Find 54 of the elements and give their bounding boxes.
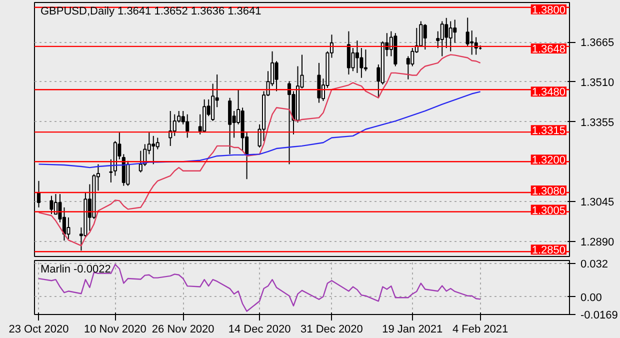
chart-title: GBPUSD,Daily 1.3641 1.3652 1.3636 1.3641 xyxy=(40,6,262,18)
ref-line-label: 1.3080 xyxy=(532,185,566,198)
candlestick xyxy=(50,195,54,215)
candlestick xyxy=(109,158,113,183)
ref-line-label: 1.3315 xyxy=(532,125,566,138)
x-tick-label: 4 Feb 2021 xyxy=(452,324,508,336)
line-series xyxy=(38,54,481,246)
y-tick-label: 1.3045 xyxy=(580,196,614,208)
candlestick xyxy=(410,48,414,67)
y-tick-label: 1.3510 xyxy=(580,76,614,89)
candlestick xyxy=(317,62,321,104)
candlestick xyxy=(186,114,190,138)
candlestick xyxy=(444,17,448,49)
x-tick-label: 10 Nov 2020 xyxy=(84,324,146,336)
candlestick xyxy=(211,83,215,122)
y-tick-label: -0.0169 xyxy=(580,310,618,322)
candlestick xyxy=(453,19,457,44)
candlestick xyxy=(360,48,364,78)
ref-line-label: 1.3200 xyxy=(532,154,566,167)
ref-line-label: 1.3480 xyxy=(532,86,566,99)
candlestick xyxy=(156,137,160,150)
ref-line-label: 1.2850 xyxy=(532,244,566,257)
candlestick xyxy=(346,30,350,75)
candlestick xyxy=(364,49,368,72)
candlestick xyxy=(36,180,41,208)
y-tick-label: 1.3355 xyxy=(580,116,614,129)
x-tick-label: 19 Jan 2021 xyxy=(382,324,443,336)
candlestick xyxy=(470,30,474,56)
candlestick xyxy=(351,48,355,72)
x-tick-label: 23 Oct 2020 xyxy=(8,324,69,336)
candlestick xyxy=(172,114,176,136)
ref-line-label: 1.3005 xyxy=(532,204,566,217)
ref-line-label: 1.3800 xyxy=(532,4,566,16)
candlestick xyxy=(66,216,70,240)
y-tick-label: 1.2890 xyxy=(580,236,614,248)
x-tick-label: 14 Dec 2020 xyxy=(228,324,291,336)
y-tick-label: 0.00 xyxy=(580,292,602,304)
candlestick xyxy=(423,24,427,50)
candlestick xyxy=(448,20,452,52)
y-tick-label: 1.3665 xyxy=(580,37,614,50)
ref-line-label: 1.3648 xyxy=(532,43,566,56)
candlestick xyxy=(274,60,278,92)
candlestick xyxy=(126,160,130,186)
candlestick xyxy=(355,40,359,74)
candlestick xyxy=(466,17,470,47)
candlestick xyxy=(138,150,142,173)
y-tick-label: 0.032 xyxy=(580,258,608,271)
x-tick-label: 26 Nov 2020 xyxy=(152,324,214,336)
candlestick xyxy=(152,135,156,165)
chart-title: Marlin -0.0022 xyxy=(40,264,111,276)
candlestick xyxy=(228,97,232,155)
candlestick xyxy=(440,20,444,57)
x-tick-label: 31 Dec 2020 xyxy=(300,324,363,336)
line-series xyxy=(38,264,481,312)
